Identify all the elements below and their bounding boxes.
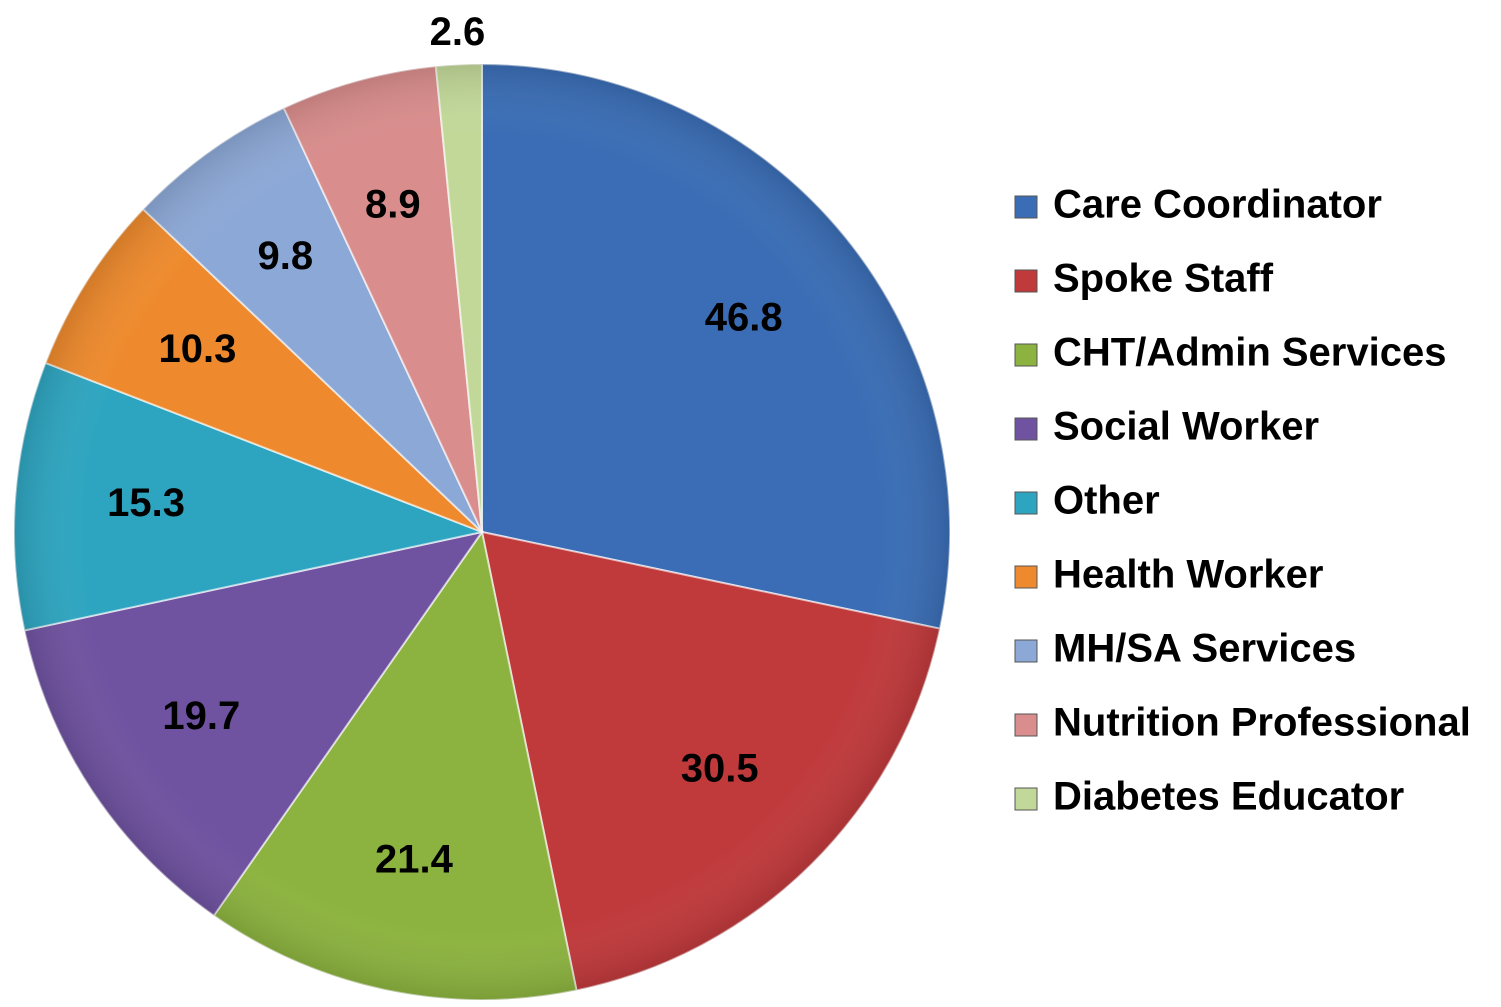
legend-label: MH/SA Services — [1053, 627, 1356, 671]
data-label: 46.8 — [705, 295, 783, 339]
legend-swatch — [1014, 565, 1038, 589]
legend-swatch — [1014, 787, 1038, 811]
data-label: 15.3 — [107, 481, 185, 525]
data-label: 21.4 — [375, 838, 454, 882]
legend-label: Social Worker — [1053, 405, 1319, 449]
data-label: 10.3 — [159, 327, 237, 371]
legend-label: CHT/Admin Services — [1053, 331, 1446, 375]
legend-label: Nutrition Professional — [1053, 701, 1471, 745]
legend-swatch — [1014, 417, 1038, 441]
legend-swatch — [1014, 269, 1038, 293]
data-label: 2.6 — [430, 10, 486, 54]
legend-swatch — [1014, 195, 1038, 219]
data-label: 30.5 — [681, 746, 759, 790]
legend-label: Diabetes Educator — [1053, 775, 1404, 819]
pie-slice — [481, 62, 951, 630]
legend-swatch — [1014, 343, 1038, 367]
data-label: 8.9 — [365, 183, 421, 227]
legend-label: Care Coordinator — [1053, 183, 1382, 227]
legend-swatch — [1014, 491, 1038, 515]
data-label: 19.7 — [162, 694, 240, 738]
legend-swatch — [1014, 713, 1038, 737]
legend-label: Other — [1053, 479, 1160, 523]
data-label: 9.8 — [257, 234, 313, 278]
legend-label: Health Worker — [1053, 553, 1323, 597]
legend-label: Spoke Staff — [1053, 257, 1274, 301]
legend-swatch — [1014, 639, 1038, 663]
